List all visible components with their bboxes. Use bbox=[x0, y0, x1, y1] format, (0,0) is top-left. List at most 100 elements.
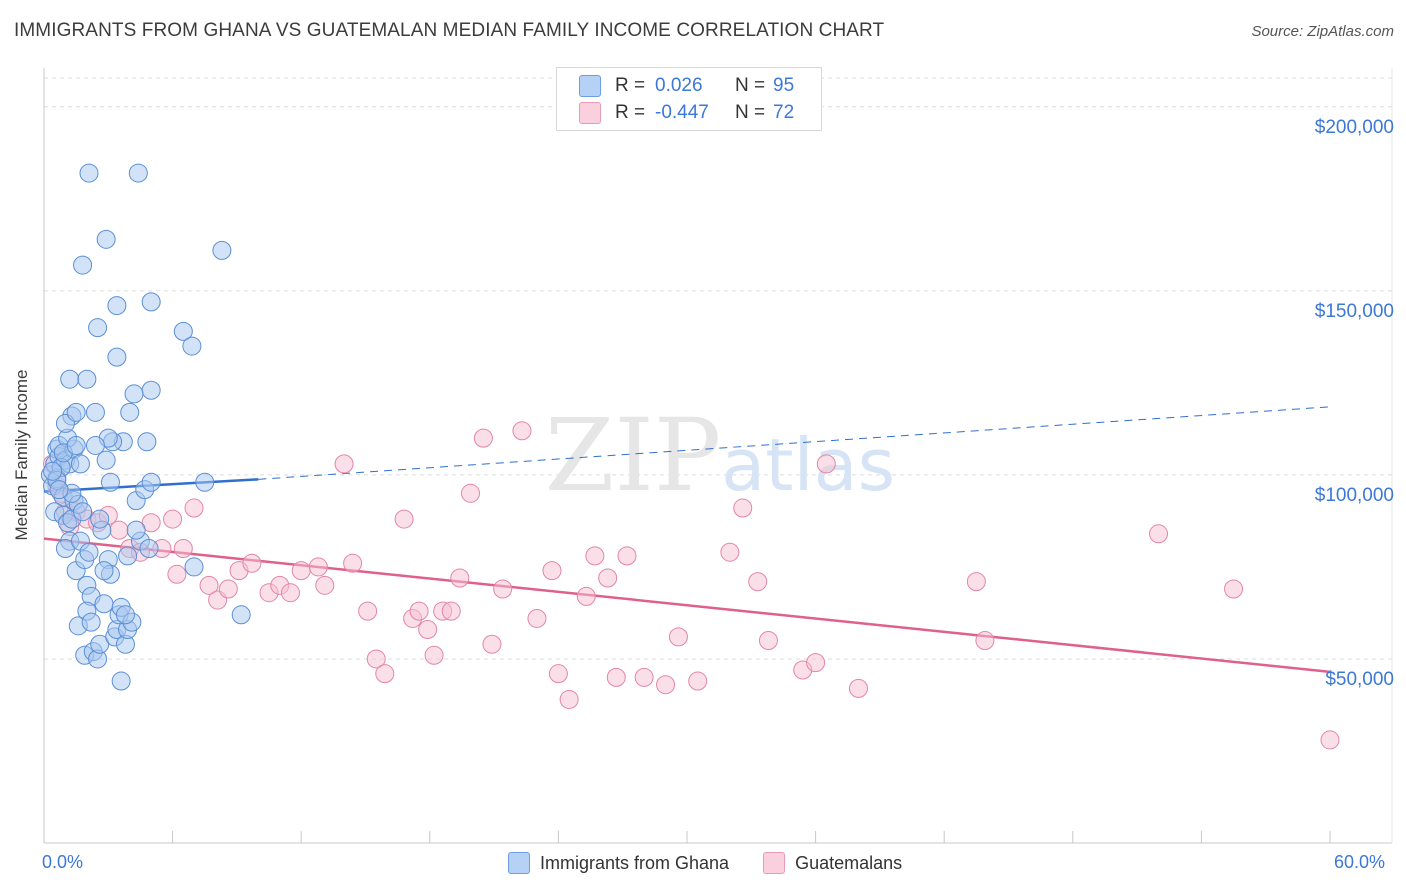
point-ghana bbox=[126, 520, 146, 540]
point-ghana bbox=[79, 542, 99, 562]
legend-row-guatemalans: R = -0.447 N = 72 bbox=[579, 100, 794, 126]
point-ghana bbox=[107, 296, 127, 316]
point-ghana bbox=[96, 450, 116, 470]
legend-n-value: 72 bbox=[773, 102, 795, 123]
point-guatemalans bbox=[806, 653, 826, 673]
point-guatemalans bbox=[576, 586, 596, 606]
point-guatemalans bbox=[291, 561, 311, 581]
series-legend-ghana[interactable]: Immigrants from Ghana bbox=[508, 852, 729, 874]
y-axis-label: Median Family Income bbox=[12, 369, 31, 541]
point-guatemalans bbox=[109, 520, 129, 540]
point-guatemalans bbox=[199, 575, 219, 595]
legend-n-label: N = bbox=[735, 75, 766, 96]
point-guatemalans bbox=[450, 568, 470, 588]
point-ghana bbox=[49, 480, 69, 500]
point-ghana bbox=[111, 671, 131, 691]
point-guatemalans bbox=[394, 509, 414, 529]
legend-swatch-blue bbox=[579, 75, 601, 97]
y-tick-label: $100,000 bbox=[1314, 484, 1394, 506]
series-legend-guatemalans[interactable]: Guatemalans bbox=[763, 852, 902, 874]
point-guatemalans bbox=[280, 583, 300, 603]
point-ghana bbox=[184, 557, 204, 577]
series-legend: Immigrants from Ghana Guatemalans bbox=[508, 852, 936, 874]
legend-n-value: 95 bbox=[773, 75, 795, 96]
point-guatemalans bbox=[816, 454, 836, 474]
watermark: ZIPatlas bbox=[545, 397, 895, 514]
point-guatemalans bbox=[548, 664, 568, 684]
point-ghana bbox=[100, 472, 120, 492]
point-ghana bbox=[90, 509, 110, 529]
point-guatemalans bbox=[1320, 730, 1340, 750]
point-guatemalans bbox=[218, 579, 238, 599]
point-guatemalans bbox=[334, 454, 354, 474]
point-ghana bbox=[141, 292, 161, 312]
point-ghana bbox=[107, 347, 127, 367]
point-guatemalans bbox=[482, 634, 502, 654]
point-ghana bbox=[79, 163, 99, 183]
point-ghana bbox=[141, 380, 161, 400]
point-ghana bbox=[182, 336, 202, 356]
y-tick-label: $150,000 bbox=[1314, 300, 1394, 322]
point-guatemalans bbox=[163, 509, 183, 529]
point-guatemalans bbox=[975, 631, 995, 651]
point-ghana bbox=[85, 435, 105, 455]
point-ghana bbox=[77, 369, 97, 389]
legend-swatch-pink bbox=[579, 102, 601, 124]
point-ghana bbox=[85, 402, 105, 422]
point-guatemalans bbox=[409, 601, 429, 621]
point-guatemalans bbox=[184, 498, 204, 518]
point-ghana bbox=[231, 605, 251, 625]
point-guatemalans bbox=[366, 649, 386, 669]
point-guatemalans bbox=[375, 664, 395, 684]
point-guatemalans bbox=[720, 542, 740, 562]
point-guatemalans bbox=[527, 608, 547, 628]
trend-line-guatemalans bbox=[43, 537, 1331, 674]
y-tick-label: $50,000 bbox=[1325, 668, 1394, 690]
point-guatemalans bbox=[308, 557, 328, 577]
point-ghana bbox=[73, 502, 93, 522]
point-guatemalans bbox=[758, 631, 778, 651]
point-guatemalans bbox=[315, 575, 335, 595]
source-label: Source: ZipAtlas.com bbox=[1251, 23, 1394, 40]
point-ghana bbox=[94, 561, 114, 581]
legend-swatch-blue bbox=[508, 852, 530, 874]
point-guatemalans bbox=[358, 601, 378, 621]
y-tick-label: $200,000 bbox=[1314, 116, 1394, 138]
x-tick-label-min: 0.0% bbox=[42, 852, 84, 872]
legend-row-ghana: R = 0.026 N = 95 bbox=[579, 73, 794, 99]
point-ghana bbox=[115, 605, 135, 625]
point-ghana bbox=[43, 461, 63, 481]
point-guatemalans bbox=[242, 553, 262, 573]
legend-r-value: 0.026 bbox=[655, 75, 703, 96]
point-ghana bbox=[66, 435, 86, 455]
legend-r-label: R = bbox=[615, 75, 646, 96]
point-ghana bbox=[128, 163, 148, 183]
correlation-legend: R = 0.026 N = 95 R = -0.447 N = 72 bbox=[556, 67, 822, 131]
point-ghana bbox=[60, 369, 80, 389]
point-ghana bbox=[118, 546, 138, 566]
axes bbox=[43, 68, 1393, 844]
point-ghana bbox=[73, 255, 93, 275]
series-legend-label: Immigrants from Ghana bbox=[540, 852, 730, 873]
point-guatemalans bbox=[461, 483, 481, 503]
point-guatemalans bbox=[656, 675, 676, 695]
trend-line-ghana-extension bbox=[258, 406, 1331, 480]
point-ghana bbox=[195, 472, 215, 492]
point-guatemalans bbox=[493, 579, 513, 599]
point-ghana bbox=[137, 432, 157, 452]
legend-r-label: R = bbox=[615, 102, 646, 123]
point-guatemalans bbox=[542, 561, 562, 581]
point-guatemalans bbox=[1149, 524, 1169, 544]
point-ghana bbox=[139, 539, 159, 559]
point-guatemalans bbox=[668, 627, 688, 647]
point-guatemalans bbox=[606, 667, 626, 687]
point-guatemalans bbox=[966, 572, 986, 592]
point-guatemalans bbox=[617, 546, 637, 566]
point-guatemalans bbox=[512, 421, 532, 441]
point-guatemalans bbox=[598, 568, 618, 588]
legend-r-value: -0.447 bbox=[655, 102, 709, 123]
point-ghana bbox=[120, 402, 140, 422]
point-guatemalans bbox=[848, 678, 868, 698]
point-guatemalans bbox=[585, 546, 605, 566]
